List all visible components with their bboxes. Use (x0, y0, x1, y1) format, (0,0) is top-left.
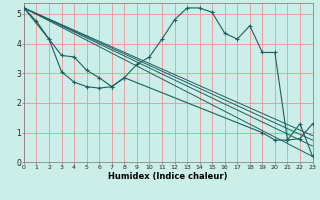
X-axis label: Humidex (Indice chaleur): Humidex (Indice chaleur) (108, 172, 228, 181)
